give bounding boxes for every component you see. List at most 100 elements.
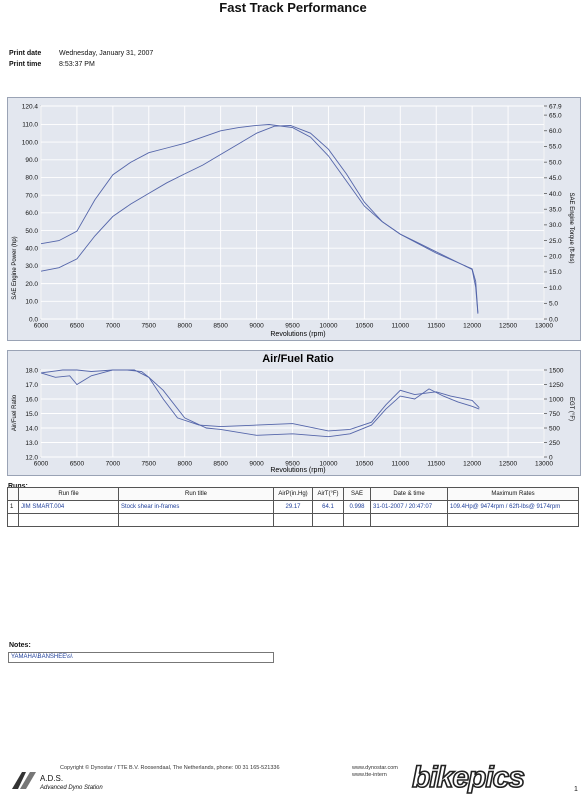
power-torque-chart: Revolutions (rpm) SAE Engine Power (hp) … [12,103,574,338]
y-tick-label: 90.0 [25,157,38,164]
website-link[interactable]: www.dynostar.com [352,765,398,771]
y2-tick-label: 1000 [549,396,564,403]
y2-tick-label: 1250 [549,382,564,389]
y-tick-label: 110.0 [22,122,38,129]
y-tick-label: 70.0 [25,192,38,199]
y-tick-label: 0.0 [29,316,38,323]
y-tick-label: 120.4 [22,103,39,110]
ads-logo-icon [10,769,38,793]
col-airp: AirP(in.Hg) [273,487,313,501]
y2-tick-label: 15.0 [549,269,562,276]
x-tick-label: 8000 [177,323,192,330]
y2-tick-label: 0 [549,454,553,461]
y-tick-label: 16.0 [25,396,38,403]
air-fuel-chart: Air/Fuel Ratio Revolutions (rpm) Air/Fue… [12,353,574,474]
run-datetime: 31-01-2007 / 20:47:07 [370,500,448,514]
x-tick-label: 6000 [34,461,49,468]
x-tick-label: 10000 [319,461,337,468]
x-tick-label: 12000 [463,323,481,330]
col-run-title: Run title [118,487,274,501]
y-tick-label: 100.0 [22,139,39,146]
run-file: JIM SMART.004 [18,500,119,514]
x-tick-label: 6000 [34,323,49,330]
y-tick-label: 10.0 [25,299,38,306]
x-tick-label: 11500 [427,461,445,468]
max-rates: 109.4Hp@ 9474rpm / 62ft-lbs@ 9174rpm [447,500,579,514]
air-temperature: 64.1 [312,500,344,514]
y2-axis-title: SAE Engine Torque (ft-lbs) [568,193,574,264]
x-tick-label: 10500 [355,323,373,330]
x-tick-label: 9000 [249,323,264,330]
print-time-value: 8:53:37 PM [59,61,95,68]
report-title: Fast Track Performance [219,0,367,15]
x-tick-label: 7000 [106,461,121,468]
col-max-rates: Maximum Rates [447,487,579,501]
y2-tick-label: 65.0 [549,112,562,119]
chart-title: Air/Fuel Ratio [262,353,334,365]
x-tick-label: 6500 [70,461,85,468]
x-tick-label: 13000 [535,461,553,468]
copyright-text: Copyright © Dynostar / TTE B.V. Roosenda… [60,765,280,771]
print-date-label: Print date [9,50,42,57]
power-chart-panel: Revolutions (rpm) SAE Engine Power (hp) … [7,97,581,341]
x-tick-label: 8000 [177,461,192,468]
x-tick-label: 12000 [463,461,481,468]
y-tick-label: 80.0 [25,175,38,182]
y2-tick-label: 250 [549,440,560,447]
print-time-label: Print time [9,61,42,68]
y2-tick-label: 10.0 [549,285,562,292]
x-tick-label: 7000 [106,323,121,330]
y-axis-title: Air/Fuel Ratio [12,394,18,431]
col-sae: SAE [343,487,371,501]
y-tick-label: 13.0 [25,440,38,447]
x-tick-label: 11000 [391,323,409,330]
run-title: Stock shear in-frames [118,500,274,514]
ads-logo-tagline: Advanced Dyno Station [40,785,103,791]
page-number: 1 [574,786,578,793]
runs-label: Runs: [8,483,28,490]
x-tick-label: 11000 [391,461,409,468]
bikepics-watermark: bikepics [411,760,526,794]
x-tick-label: 13000 [535,323,553,330]
y-tick-label: 15.0 [25,411,38,418]
website-link-2[interactable]: www.tte-intern [352,772,387,778]
air-pressure: 29.17 [273,500,313,514]
y2-tick-label: 35.0 [549,206,562,213]
y-tick-label: 30.0 [25,263,38,270]
y-axis-title: SAE Engine Power (hp) [12,236,18,299]
y2-tick-label: 45.0 [549,175,562,182]
notes-field[interactable]: YAMAHA\BANSHEE\s\ [8,652,274,663]
y-tick-label: 18.0 [25,367,38,374]
sae-factor: 0.998 [343,500,371,514]
x-tick-label: 8500 [213,461,228,468]
y2-tick-label: 30.0 [549,222,562,229]
x-tick-label: 10000 [319,323,337,330]
y-tick-label: 60.0 [25,210,38,217]
runs-table: Run file Run title AirP(in.Hg) AirT(°F) … [7,487,579,527]
y-tick-label: 14.0 [25,425,38,432]
row-number: 1 [7,500,19,514]
print-date-value: Wednesday, January 31, 2007 [59,50,154,57]
x-tick-label: 8500 [213,323,228,330]
y-tick-label: 40.0 [25,245,38,252]
x-tick-label: 12500 [499,461,517,468]
afr-chart-panel: Air/Fuel Ratio Revolutions (rpm) Air/Fue… [7,350,581,476]
x-axis-title: Revolutions (rpm) [270,467,325,474]
y-tick-label: 17.0 [25,382,38,389]
x-tick-label: 7500 [142,461,157,468]
y2-tick-label: 67.9 [549,103,562,110]
y2-tick-label: 0.0 [549,316,558,323]
y2-tick-label: 5.0 [549,301,558,308]
col-datetime: Date & time [370,487,448,501]
y-tick-label: 20.0 [25,281,38,288]
series-line-2 [40,369,480,438]
col-no [7,487,19,501]
y2-tick-label: 500 [549,425,560,432]
col-airt: AirT(°F) [312,487,344,501]
y2-tick-label: 750 [549,411,560,418]
table-row[interactable]: 1 JIM SMART.004 Stock shear in-frames 29… [7,500,579,514]
x-axis-title: Revolutions (rpm) [270,331,325,338]
table-row-empty [7,513,579,527]
y2-tick-label: 55.0 [549,144,562,151]
x-tick-label: 6500 [70,323,85,330]
